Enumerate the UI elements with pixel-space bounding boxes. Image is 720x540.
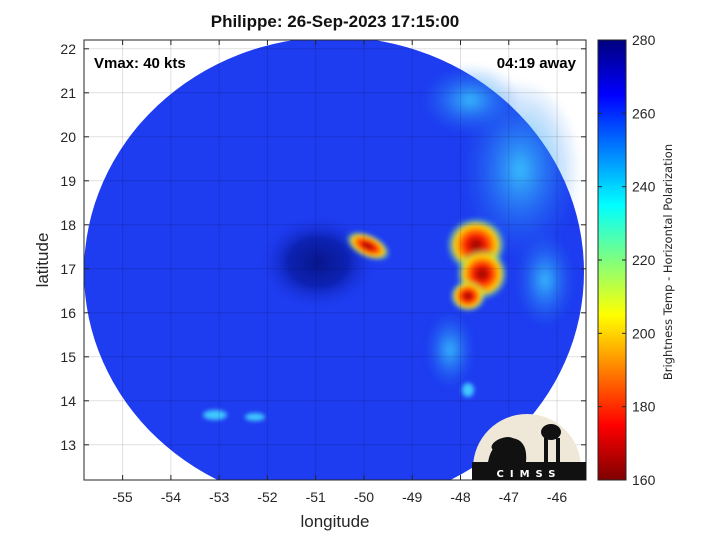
chart-title: Philippe: 26-Sep-2023 17:15:00 [210,12,460,31]
se-cloud-band [425,310,475,390]
y-tick-label: 14 [60,393,76,409]
y-axis-label: latitude [33,233,52,288]
inner-band [345,231,391,261]
logo-text: CIMSS [497,469,562,480]
grid [84,40,586,480]
cimss-logo: CIMSS [472,414,586,480]
time-away-annotation: 04:19 away [497,55,577,72]
x-tick-label: -51 [306,489,326,505]
colorbar-tick-label: 180 [632,399,656,415]
y-tick-label: 16 [60,305,76,321]
x-tick-label: -55 [112,489,132,505]
y-tick-label: 19 [60,173,76,189]
colorbar-tick-label: 280 [632,32,656,48]
colorbar-label: Brightness Temp - Horizontal Polarizatio… [661,144,675,380]
y-tick-label: 20 [60,129,76,145]
x-tick-label: -46 [547,489,567,505]
x-axis-label: longitude [300,512,369,531]
colorbar-tick-label: 200 [632,325,656,341]
y-tick-label: 13 [60,437,76,453]
y-tick-label: 17 [60,261,76,277]
colorbar [597,39,627,481]
colorbar-tick-label: 240 [632,179,656,195]
e-cloud-band [515,230,575,330]
x-tick-label: -54 [161,489,181,505]
eye-region [258,214,378,310]
outer-band-south [450,280,486,312]
x-tick-label: -47 [499,489,519,505]
vmax-annotation: Vmax: 40 kts [94,55,186,72]
x-tick-label: -52 [257,489,277,505]
x-tick-label: -49 [402,489,422,505]
y-tick-label: 18 [60,217,76,233]
ne-cloud-band-2 [420,65,520,135]
axes-box [83,39,587,481]
y-tick-label: 21 [60,85,76,101]
colorbar-tick-label: 260 [632,105,656,121]
s-shower [462,383,474,397]
sw-shower [203,410,227,420]
y-tick-label: 22 [60,41,76,57]
sw-shower-2 [245,413,265,421]
colorbar-tick-label: 220 [632,252,656,268]
x-tick-label: -48 [450,489,470,505]
colorbar-tick-label: 160 [632,472,656,488]
y-tick-label: 15 [60,349,76,365]
x-tick-label: -53 [209,489,229,505]
x-tick-label: -50 [354,489,374,505]
